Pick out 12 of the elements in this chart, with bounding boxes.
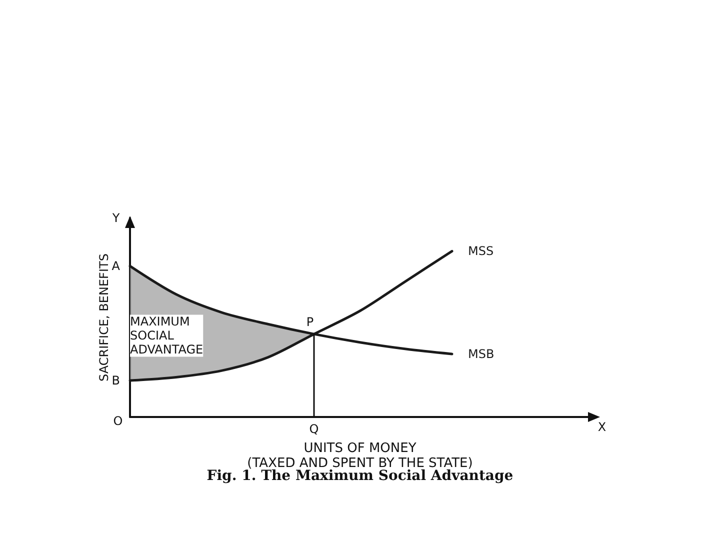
text: X	[598, 420, 606, 434]
text: O	[113, 414, 123, 428]
y-axis-title: SACRIFICE, BENEFITS	[97, 254, 111, 382]
text: Fig. 1. The Maximum Social Advantage	[206, 468, 514, 484]
series-label: MSB	[468, 346, 494, 361]
text: Q	[309, 422, 319, 436]
text: B	[112, 374, 120, 388]
annotation: P	[306, 315, 314, 330]
annotation: MAXIMUM SOCIAL ADVANTAGE	[130, 314, 204, 357]
text: Y	[111, 211, 120, 225]
text: A	[112, 259, 121, 274]
series-label: MSS	[468, 244, 494, 258]
